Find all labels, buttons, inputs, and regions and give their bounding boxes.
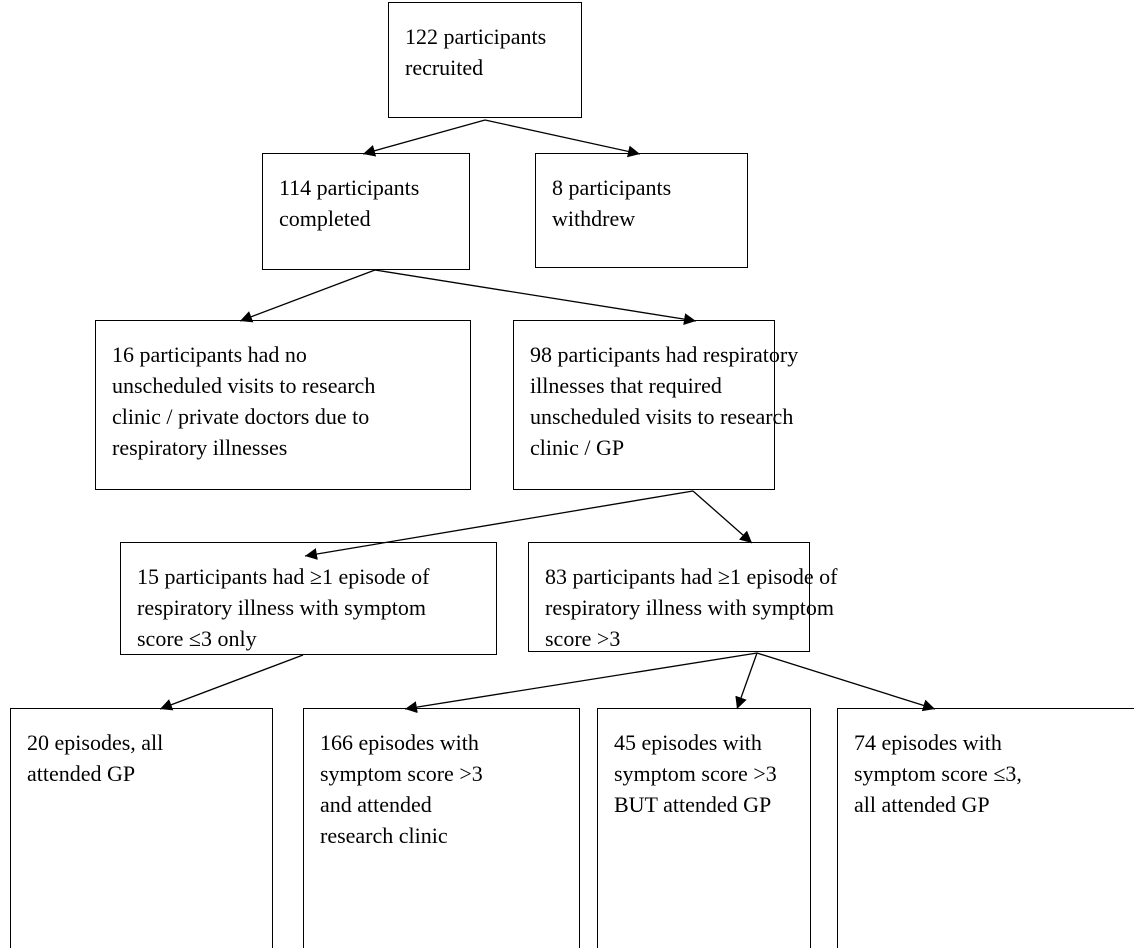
arrow bbox=[484, 119, 641, 158]
node-text: score >3 bbox=[545, 626, 621, 651]
node-text: clinic / private doctors due to bbox=[112, 404, 370, 429]
node-text: unscheduled visits to research bbox=[530, 404, 794, 429]
arrow bbox=[692, 490, 753, 544]
node-text: 16 participants had no bbox=[112, 342, 307, 367]
arrow bbox=[362, 119, 486, 157]
node-text: 15 participants had ≥1 episode of bbox=[137, 564, 430, 589]
node-text: unscheduled visits to research bbox=[112, 373, 376, 398]
node-text: 98 participants had respiratory bbox=[530, 342, 799, 367]
node-text: respiratory illness with symptom bbox=[545, 595, 835, 620]
node-box: 15 participants had ≥1 episode of respira… bbox=[120, 542, 497, 655]
node-text: 8 participants bbox=[552, 175, 672, 200]
node-text: 20 episodes, all bbox=[27, 730, 164, 755]
node-text: completed bbox=[279, 206, 371, 231]
node-box: 114 participants completed bbox=[262, 153, 470, 270]
node-box: 83 participants had ≥1 episode of respira… bbox=[528, 542, 838, 652]
arrow bbox=[756, 652, 936, 712]
node-text: clinic / GP bbox=[530, 435, 625, 460]
node-box: 74 episodes with symptom score ≤3, all att… bbox=[837, 708, 1134, 948]
arrow bbox=[304, 490, 694, 560]
node-box: 45 episodes with symptom score >3 BUT atte… bbox=[597, 708, 811, 948]
node-text: all attended GP bbox=[854, 792, 990, 817]
arrow bbox=[735, 652, 758, 710]
arrow bbox=[374, 269, 697, 326]
node-text: research clinic bbox=[320, 823, 448, 848]
node-text: BUT attended GP bbox=[614, 792, 772, 817]
node-box: 166 episodes with symptom score >3 and att… bbox=[303, 708, 580, 948]
node-text: respiratory illnesses bbox=[112, 435, 288, 460]
node-text: 45 episodes with bbox=[614, 730, 762, 755]
node-box: 16 participants had no unscheduled visits… bbox=[95, 320, 471, 490]
arrow-group bbox=[159, 119, 936, 714]
node-text: illnesses that required bbox=[530, 373, 722, 398]
node-text: symptom score ≤3, bbox=[854, 761, 1022, 786]
arrow bbox=[159, 654, 304, 711]
node-text: recruited bbox=[405, 55, 484, 80]
node-text: withdrew bbox=[552, 206, 636, 231]
arrow bbox=[239, 269, 376, 323]
node-text: 122 participants bbox=[405, 24, 547, 49]
node-text: 114 participants bbox=[279, 175, 420, 200]
node-text: and attended bbox=[320, 792, 432, 817]
node-box: 122 participants recruited bbox=[388, 2, 582, 118]
node-text: symptom score >3 bbox=[320, 761, 483, 786]
node-box: 98 participants had respiratory illnesses… bbox=[513, 320, 799, 490]
node-box: 20 episodes, all attended GP bbox=[10, 708, 273, 948]
node-box: 8 participants withdrew bbox=[535, 153, 748, 268]
node-text: 74 episodes with bbox=[854, 730, 1002, 755]
node-text: score ≤3 only bbox=[137, 626, 257, 651]
node-text: symptom score >3 bbox=[614, 761, 777, 786]
node-text: attended GP bbox=[27, 761, 136, 786]
arrow bbox=[404, 652, 758, 714]
node-text: 83 participants had ≥1 episode of bbox=[545, 564, 838, 589]
node-text: respiratory illness with symptom bbox=[137, 595, 427, 620]
node-text: 166 episodes with bbox=[320, 730, 479, 755]
